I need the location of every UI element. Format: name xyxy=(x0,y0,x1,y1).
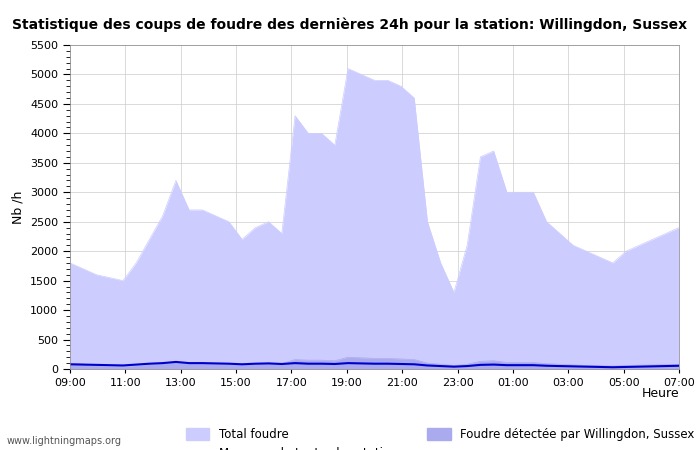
Y-axis label: Nb /h: Nb /h xyxy=(11,190,25,224)
Text: www.lightningmaps.org: www.lightningmaps.org xyxy=(7,436,122,446)
Text: Statistique des coups de foudre des dernières 24h pour la station: Willingdon, S: Statistique des coups de foudre des dern… xyxy=(13,18,687,32)
Legend: Total foudre, Moyenne de toutes les stations, Foudre détectée par Willingdon, Su: Total foudre, Moyenne de toutes les stat… xyxy=(186,428,694,450)
Text: Heure: Heure xyxy=(641,387,679,400)
